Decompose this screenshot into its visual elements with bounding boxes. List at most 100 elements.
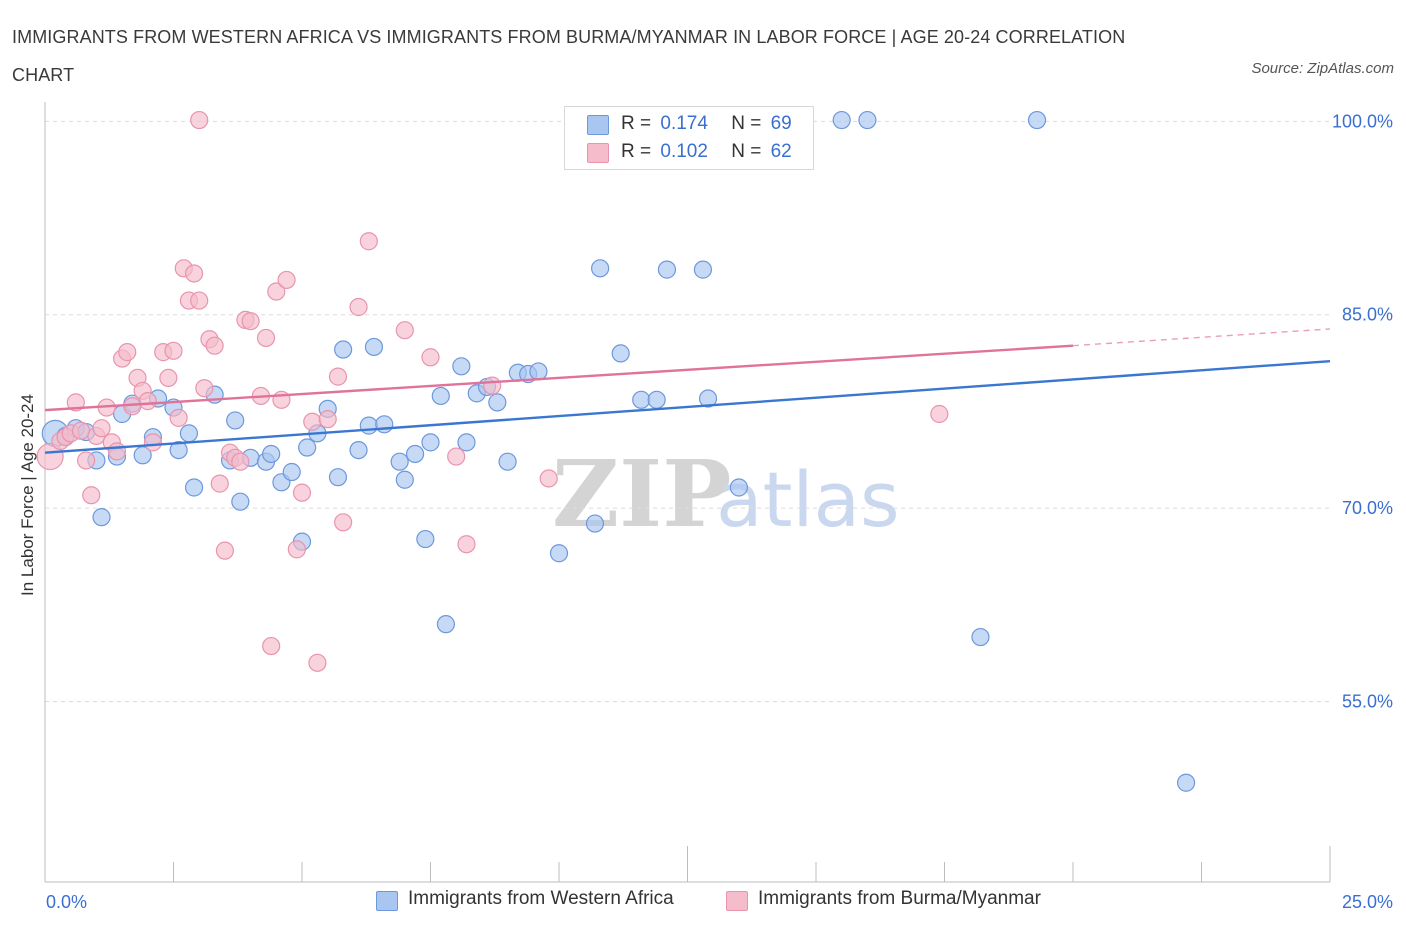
pink-data-point [66, 393, 85, 412]
blue-data-point [585, 514, 605, 533]
blue-data-point [395, 470, 414, 489]
n-label: N = [731, 113, 762, 134]
pink-data-point [118, 343, 137, 362]
x-tick-label: 0.0% [46, 892, 87, 912]
blue-data-point [184, 478, 204, 497]
pink-data-point [143, 433, 163, 452]
pink-data-point [303, 412, 322, 431]
y-tick-label: 100.0% [1332, 111, 1393, 131]
r-value: 0.102 [660, 141, 708, 162]
blue-data-point [647, 390, 666, 409]
pink-data-point [205, 336, 224, 355]
n-value: 69 [770, 113, 792, 134]
blue-swatch [376, 891, 398, 911]
n-label: N = [731, 141, 762, 162]
blue-data-point [328, 468, 348, 487]
pink-data-point [71, 421, 91, 440]
bottom-legend-label: Immigrants from Western Africa [408, 888, 674, 909]
pink-data-point [447, 447, 466, 466]
y-tick-label: 85.0% [1342, 305, 1393, 325]
pink-data-point [164, 341, 183, 360]
blue-data-point [416, 529, 435, 549]
blue-data-point [262, 444, 281, 464]
blue-data-point [632, 390, 651, 409]
blue-trend-line [44, 359, 1331, 454]
pink-swatch [726, 891, 748, 911]
pink-data-point [334, 513, 353, 532]
pink-data-point [328, 367, 348, 386]
blue-data-point [657, 260, 677, 279]
pink-data-point [277, 270, 296, 290]
pink-data-point [82, 486, 101, 505]
y-tick-label: 55.0% [1342, 692, 1393, 712]
pink-data-point [159, 368, 178, 388]
blue-data-point [832, 110, 851, 130]
blue-data-point [452, 357, 471, 376]
pink-data-point [138, 392, 157, 411]
blue-data-point [364, 337, 384, 357]
pink-data-point [359, 232, 378, 251]
pink-data-point [190, 291, 209, 310]
pink-data-point [256, 328, 276, 348]
pink-data-point [421, 348, 440, 367]
y-tick-label: 70.0% [1342, 498, 1393, 518]
blue-data-point [436, 615, 456, 634]
pink-data-point [210, 474, 229, 493]
r-value: 0.174 [660, 113, 708, 134]
blue-data-point [231, 492, 250, 511]
watermark-zip: ZIP [552, 440, 731, 548]
blue-data-point [298, 438, 317, 457]
blue-data-point [349, 440, 368, 460]
pink-data-point [231, 452, 250, 471]
blue-data-point [498, 452, 517, 471]
chart-title: IMMIGRANTS FROM WESTERN AFRICA VS IMMIGR… [12, 27, 1126, 85]
bottom-legend-label: Immigrants from Burma/Myanmar [758, 888, 1041, 909]
blue-data-point [431, 386, 450, 406]
blue-data-point [334, 340, 353, 359]
pink-data-point [483, 376, 502, 395]
pink-data-point [195, 379, 214, 398]
blue-data-point [282, 462, 301, 482]
pink-data-point [457, 535, 476, 554]
pink-data-point [395, 321, 414, 340]
blue-data-point [179, 424, 199, 443]
pink-data-point [77, 451, 96, 470]
blue-data-point [611, 344, 630, 363]
pink-data-point [318, 410, 337, 429]
blue-data-point [226, 411, 245, 430]
pink-data-point [267, 282, 286, 301]
pink-data-point [241, 312, 260, 331]
x-tick-label: 25.0% [1342, 892, 1393, 912]
pink-data-point [36, 442, 64, 471]
pink-data-point [123, 397, 142, 416]
pink-data-point [262, 636, 281, 656]
source-label: Source: ZipAtlas.com [1251, 60, 1394, 77]
blue-data-point [375, 415, 394, 434]
pink-data-point [184, 264, 204, 283]
pink-data-point [292, 483, 312, 502]
pink-swatch [587, 143, 609, 163]
blue-data-point [858, 110, 877, 130]
blue-data-point [971, 627, 990, 647]
correlation-legend: R = 0.174 N = 69 R = 0.102 N = 62 [564, 106, 814, 170]
blue-data-point [457, 433, 476, 452]
blue-data-point [169, 440, 188, 460]
pink-trend-line [44, 344, 1074, 412]
pink-trend-line-extension [1072, 328, 1331, 347]
pink-data-point [287, 540, 306, 559]
r-label: R = [621, 113, 652, 134]
pink-data-point [930, 404, 949, 424]
n-value: 62 [770, 141, 792, 162]
pink-data-point [92, 419, 111, 438]
pink-data-point [349, 297, 368, 317]
watermark-atlas: atlas [716, 455, 900, 544]
blue-data-point [92, 508, 111, 527]
blue-data-point [529, 362, 548, 381]
blue-data-point [729, 478, 749, 497]
blue-data-point [549, 544, 569, 563]
blue-data-point [405, 444, 425, 464]
blue-data-point [390, 452, 409, 471]
pink-data-point [539, 469, 558, 488]
blue-data-point [488, 393, 507, 412]
